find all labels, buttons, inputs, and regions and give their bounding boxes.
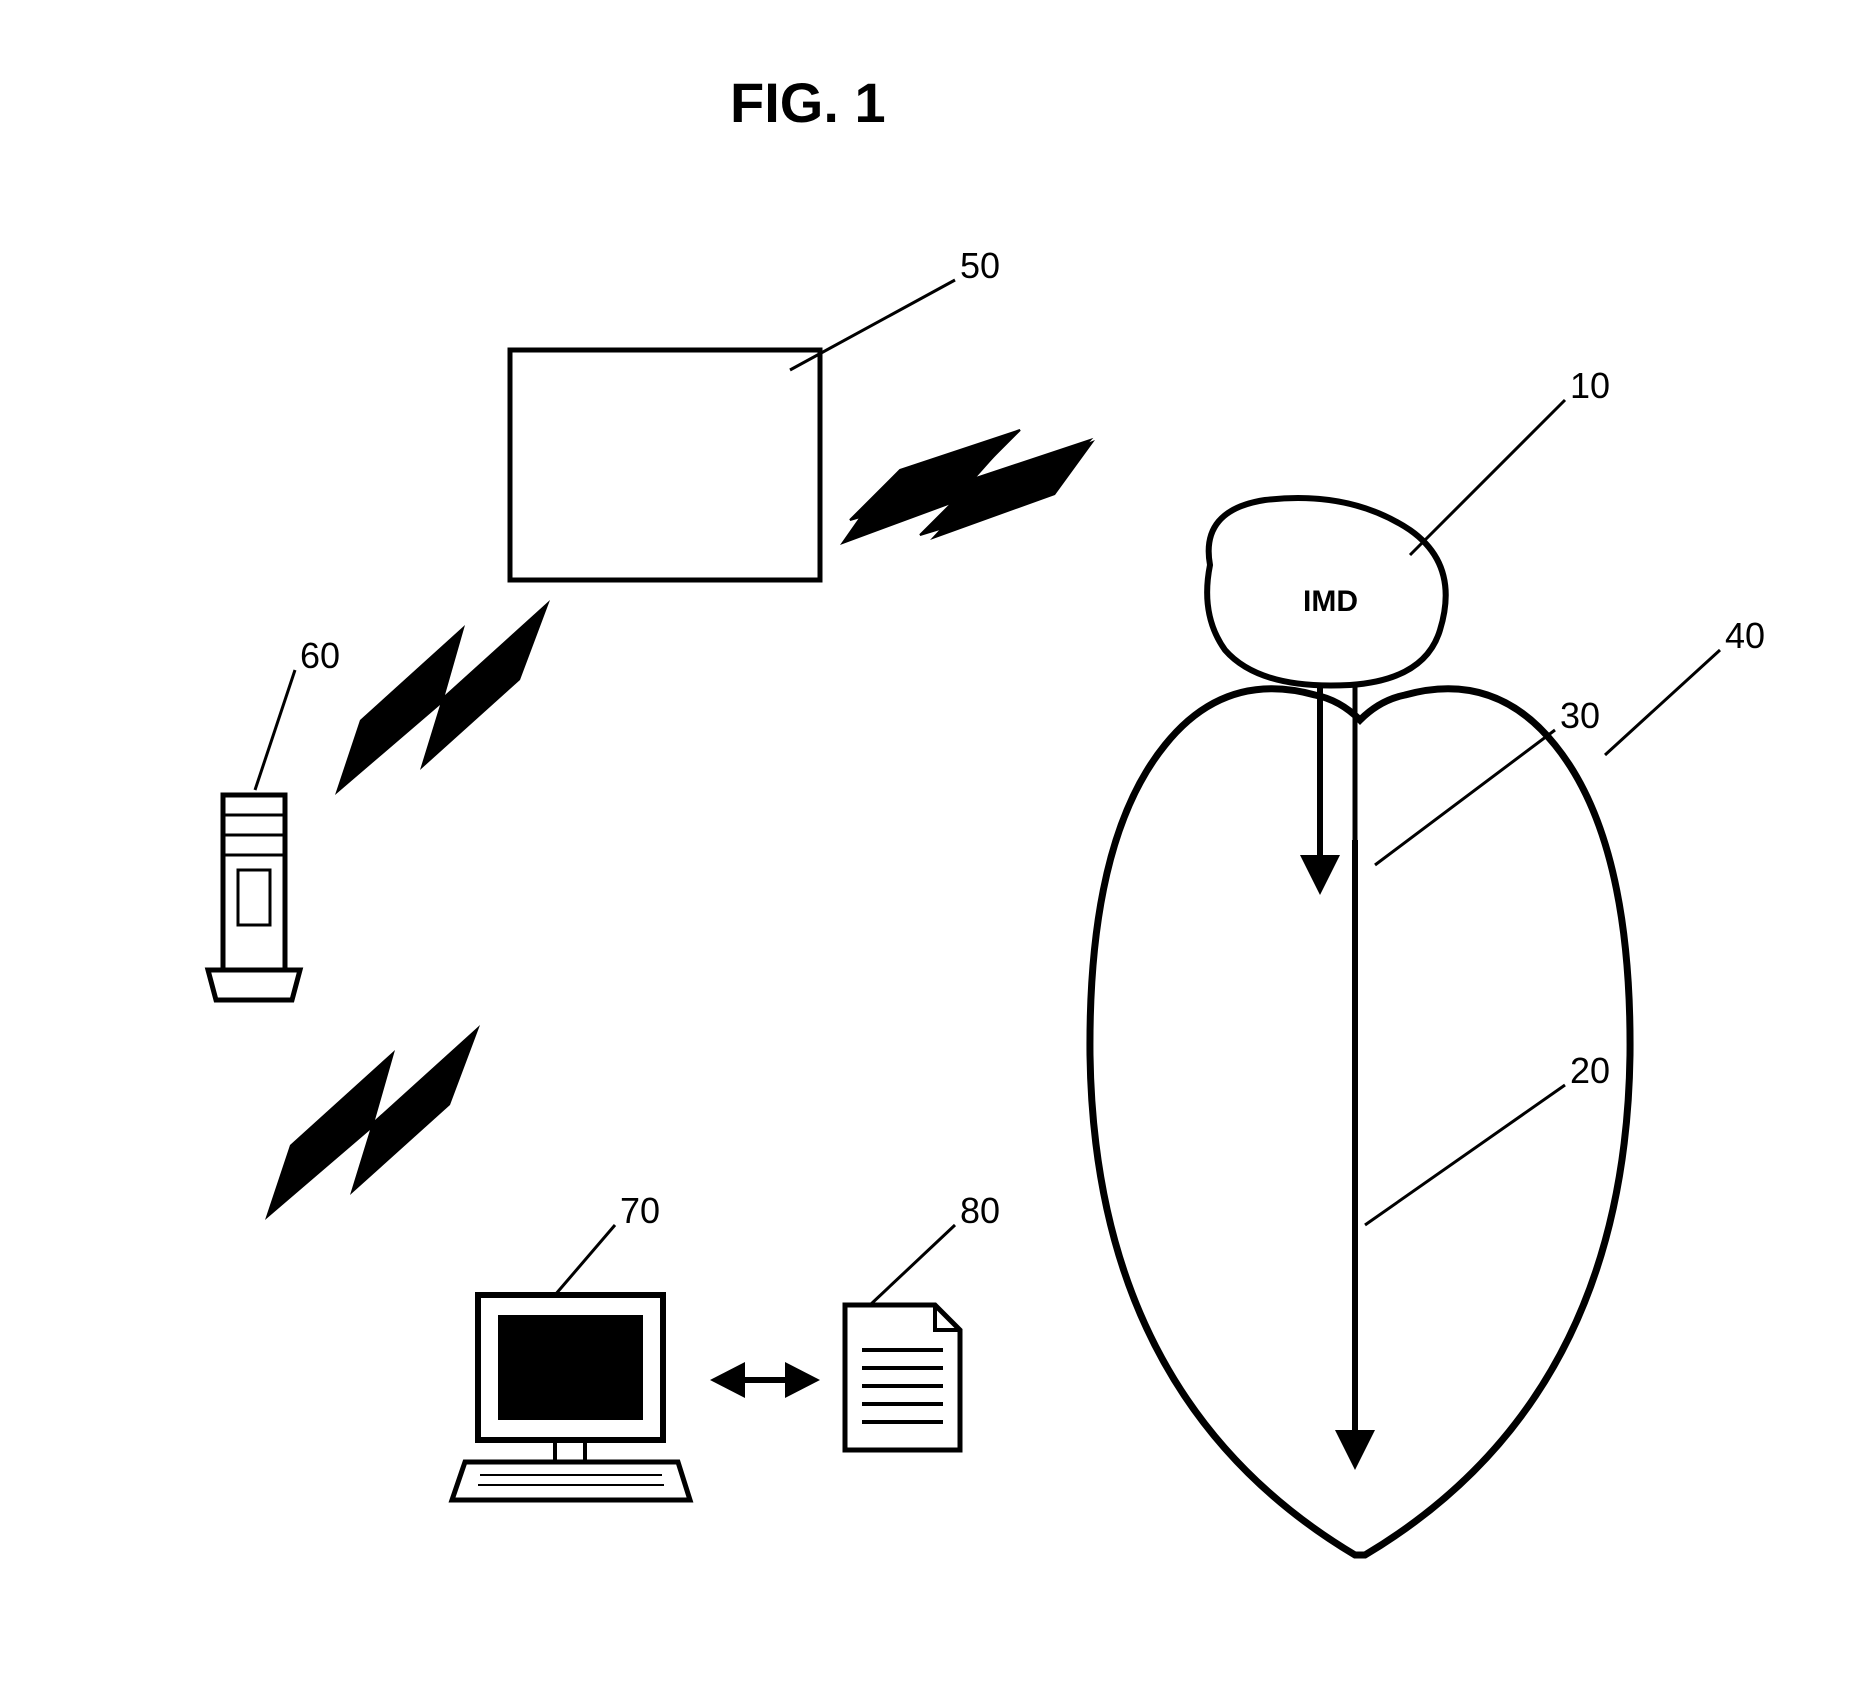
ref-label-40: 40: [1725, 615, 1765, 657]
wireless-bolt-3: [265, 1025, 480, 1220]
server-icon: [208, 795, 300, 1000]
leadline-20: [1365, 1085, 1565, 1225]
leadline-70: [555, 1225, 615, 1295]
leadline-50: [790, 280, 955, 370]
wireless-bolt-2: [335, 600, 550, 795]
ref-label-60: 60: [300, 635, 340, 677]
ref-label-50: 50: [960, 245, 1000, 287]
leadline-10: [1410, 400, 1565, 555]
ref-label-30: 30: [1560, 695, 1600, 737]
double-arrow-icon: [710, 1362, 820, 1398]
document-icon: [845, 1305, 960, 1450]
leadline-80: [870, 1225, 955, 1305]
ref-label-20: 20: [1570, 1050, 1610, 1092]
leadline-60: [255, 670, 295, 790]
heart-shape: [1090, 689, 1630, 1555]
figure-title: FIG. 1: [730, 70, 886, 135]
ref-label-10: 10: [1570, 365, 1610, 407]
imd-label: IMD: [1303, 585, 1358, 619]
lead-30-arrow: [1300, 855, 1340, 895]
leadline-30: [1375, 730, 1555, 865]
ref-label-70: 70: [620, 1190, 660, 1232]
computer-icon: [452, 1295, 690, 1500]
ref-label-80: 80: [960, 1190, 1000, 1232]
monitor-box: [510, 350, 820, 580]
leadline-40: [1605, 650, 1720, 755]
diagram-canvas: [0, 0, 1868, 1693]
lead-20-arrow: [1335, 1430, 1375, 1470]
